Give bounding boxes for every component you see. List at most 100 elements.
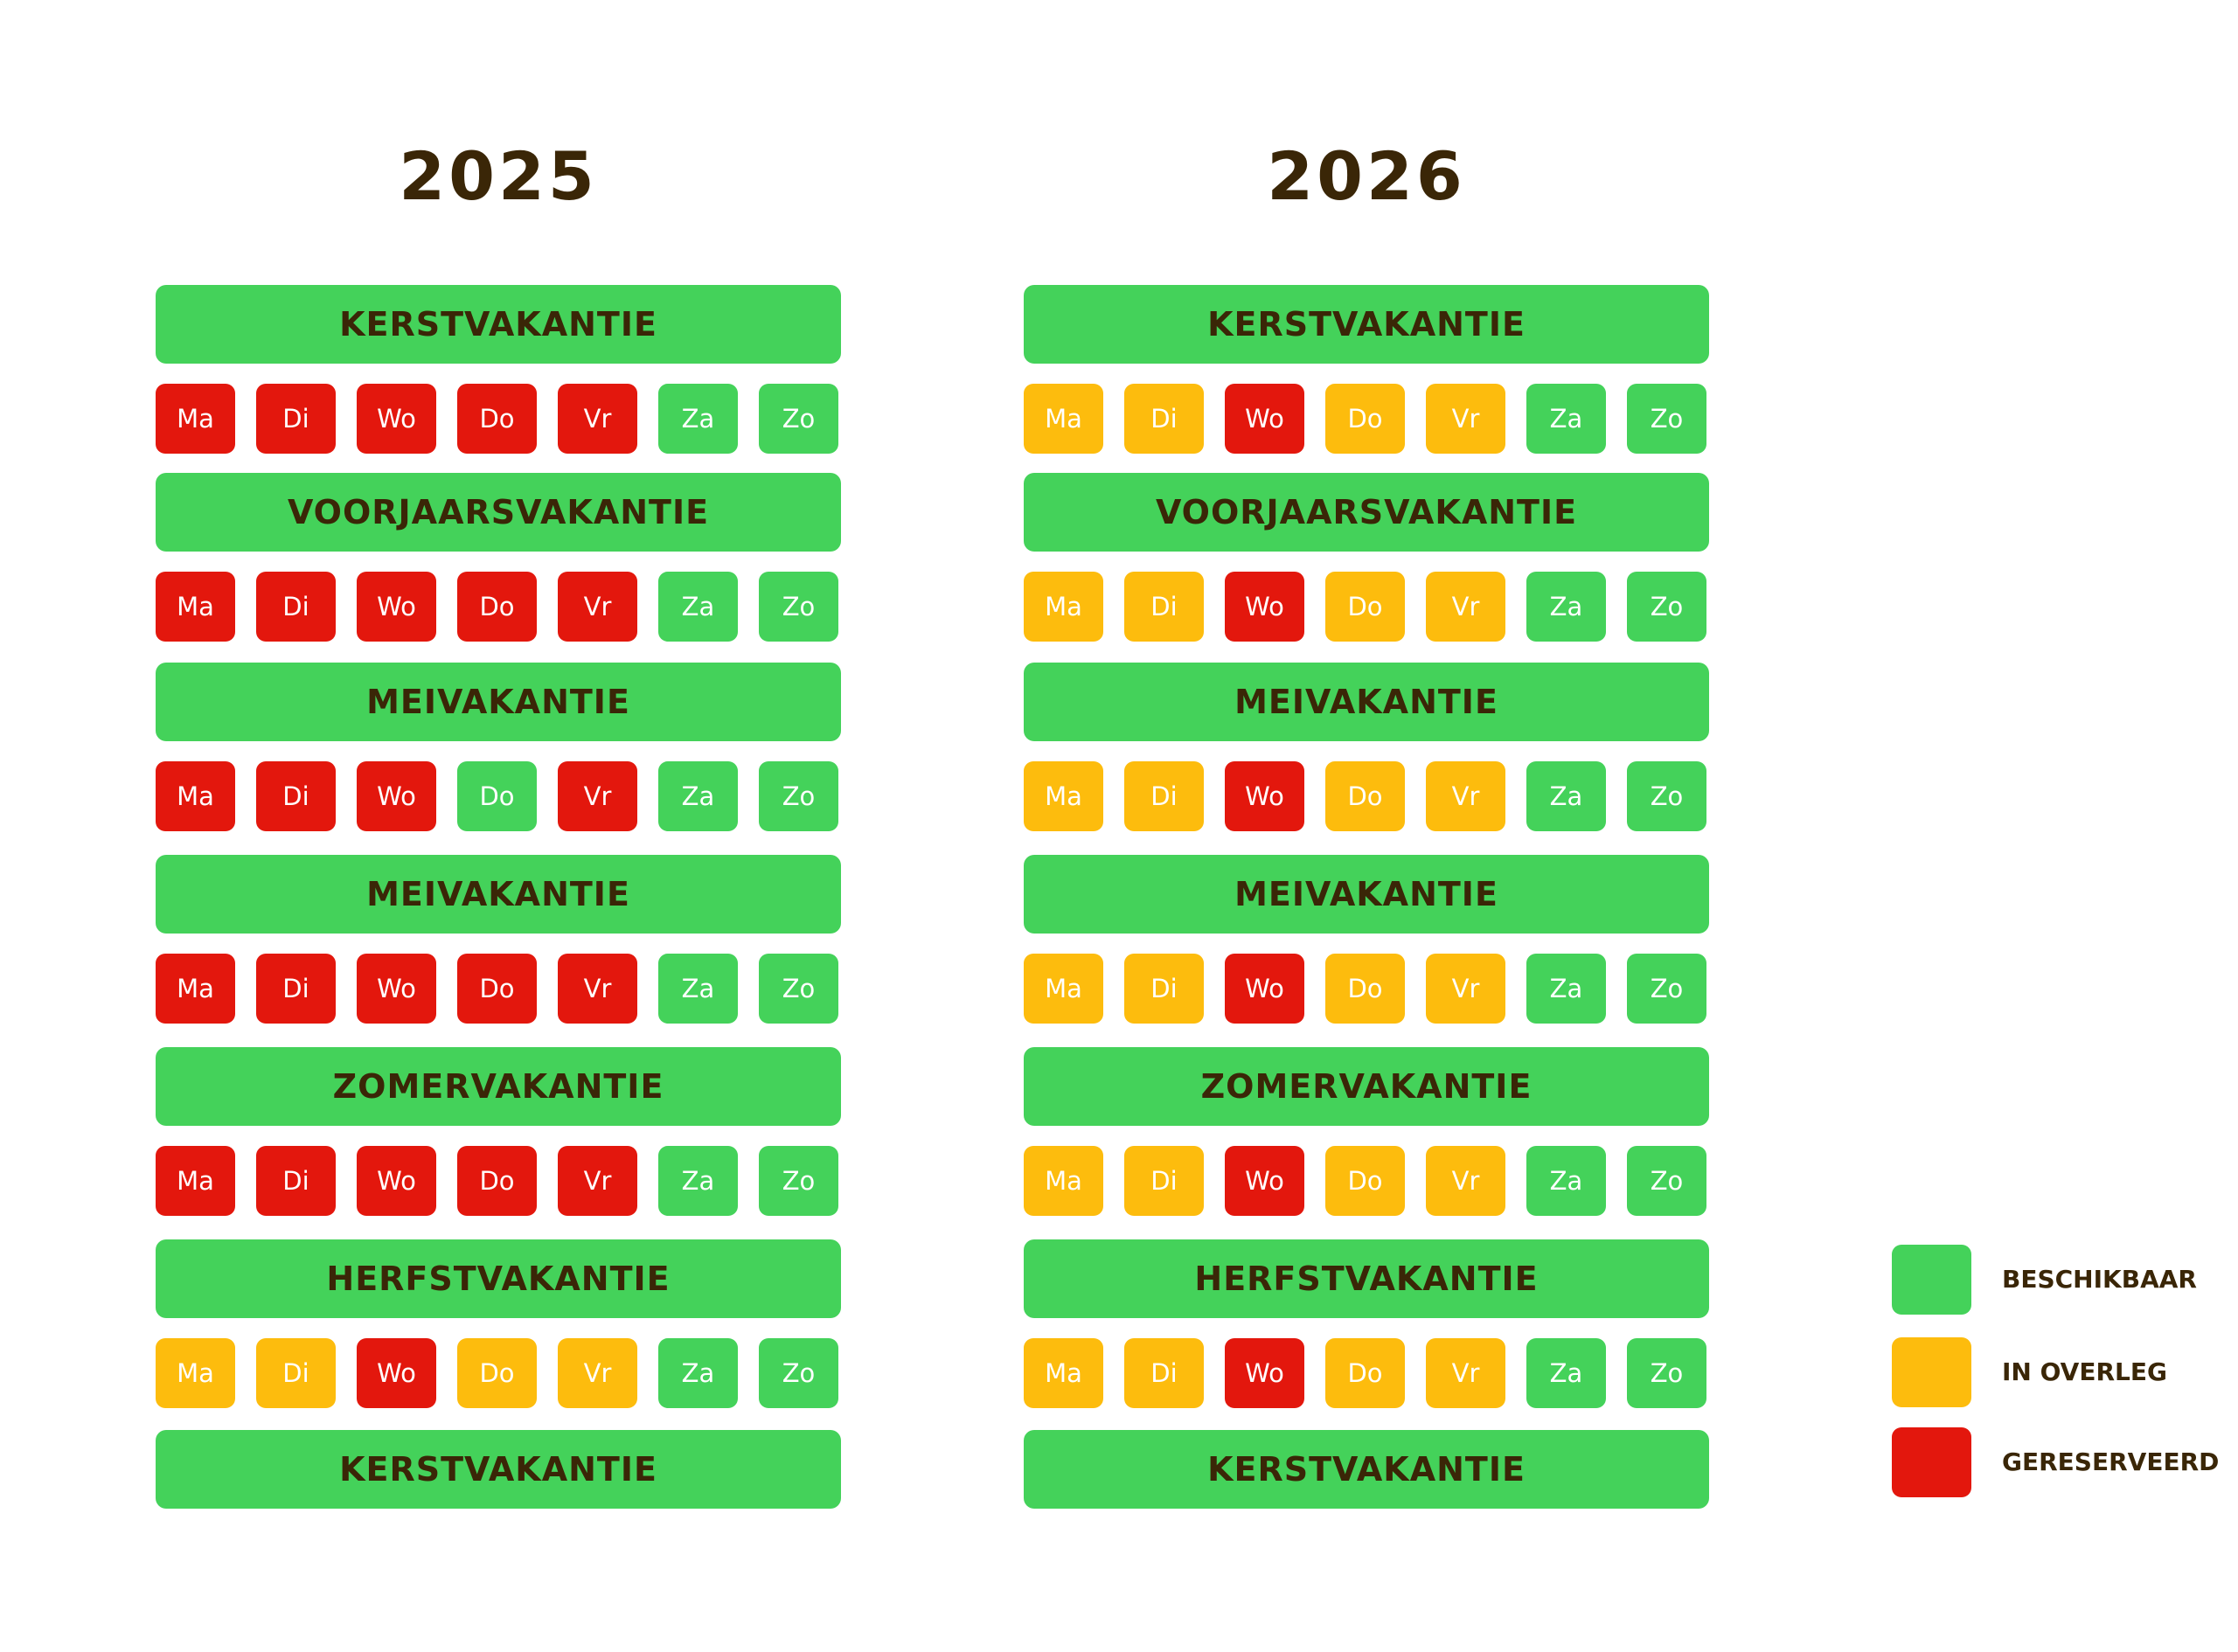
vacation-header: VOORJAARSVAKANTIE [1024, 473, 1709, 552]
day-cell-do[interactable]: Do [457, 384, 537, 454]
day-cell-di[interactable]: Di [256, 384, 336, 454]
day-cell-vr[interactable]: Vr [558, 572, 637, 642]
day-cell-wo[interactable]: Wo [1225, 954, 1304, 1024]
day-cell-di[interactable]: Di [256, 572, 336, 642]
vacation-header: HERFSTVAKANTIE [1024, 1239, 1709, 1318]
day-cell-zo[interactable]: Zo [759, 1338, 838, 1408]
day-cell-zo[interactable]: Zo [1627, 572, 1706, 642]
day-cell-za[interactable]: Za [1526, 761, 1606, 831]
day-cell-vr[interactable]: Vr [558, 954, 637, 1024]
day-cell-za[interactable]: Za [658, 384, 738, 454]
day-cell-zo[interactable]: Zo [759, 384, 838, 454]
day-cell-vr[interactable]: Vr [1426, 1146, 1505, 1216]
day-cell-do[interactable]: Do [1325, 954, 1405, 1024]
day-cell-di[interactable]: Di [1124, 1146, 1204, 1216]
day-cell-ma[interactable]: Ma [156, 761, 235, 831]
day-cell-vr[interactable]: Vr [558, 384, 637, 454]
day-cell-za[interactable]: Za [658, 761, 738, 831]
legend-swatch-gereserveerd [1892, 1427, 1971, 1497]
day-cell-za[interactable]: Za [658, 1338, 738, 1408]
day-cell-wo[interactable]: Wo [357, 1338, 436, 1408]
day-cell-vr[interactable]: Vr [1426, 572, 1505, 642]
day-cell-di[interactable]: Di [256, 1338, 336, 1408]
day-cell-di[interactable]: Di [1124, 761, 1204, 831]
day-cell-di[interactable]: Di [1124, 384, 1204, 454]
legend-label-in-overleg: IN OVERLEG [2002, 1357, 2167, 1386]
day-cell-vr[interactable]: Vr [558, 1338, 637, 1408]
day-cell-do[interactable]: Do [457, 761, 537, 831]
vacation-header: MEIVAKANTIE [1024, 663, 1709, 741]
day-cell-wo[interactable]: Wo [357, 954, 436, 1024]
day-cell-wo[interactable]: Wo [357, 572, 436, 642]
day-cell-ma[interactable]: Ma [156, 954, 235, 1024]
day-cell-ma[interactable]: Ma [1024, 954, 1103, 1024]
day-cell-zo[interactable]: Zo [1627, 384, 1706, 454]
day-cell-zo[interactable]: Zo [1627, 1146, 1706, 1216]
day-cell-do[interactable]: Do [457, 1338, 537, 1408]
day-cell-zo[interactable]: Zo [759, 954, 838, 1024]
day-cell-wo[interactable]: Wo [1225, 1338, 1304, 1408]
day-cell-zo[interactable]: Zo [1627, 761, 1706, 831]
day-cell-vr[interactable]: Vr [558, 761, 637, 831]
day-cell-wo[interactable]: Wo [1225, 761, 1304, 831]
day-cell-wo[interactable]: Wo [357, 761, 436, 831]
day-cell-za[interactable]: Za [658, 572, 738, 642]
day-cell-do[interactable]: Do [1325, 1338, 1405, 1408]
day-cell-ma[interactable]: Ma [156, 384, 235, 454]
day-cell-vr[interactable]: Vr [1426, 1338, 1505, 1408]
day-cell-do[interactable]: Do [1325, 761, 1405, 831]
day-cell-do[interactable]: Do [1325, 572, 1405, 642]
day-cell-zo[interactable]: Zo [1627, 1338, 1706, 1408]
legend-swatch-beschikbaar [1892, 1245, 1971, 1315]
day-cell-di[interactable]: Di [1124, 954, 1204, 1024]
day-cell-zo[interactable]: Zo [759, 572, 838, 642]
day-cell-ma[interactable]: Ma [156, 572, 235, 642]
day-cell-wo[interactable]: Wo [357, 1146, 436, 1216]
day-cell-di[interactable]: Di [1124, 572, 1204, 642]
vacation-header: MEIVAKANTIE [156, 855, 841, 934]
day-cell-di[interactable]: Di [256, 1146, 336, 1216]
vacation-header: MEIVAKANTIE [1024, 855, 1709, 934]
day-cell-di[interactable]: Di [256, 954, 336, 1024]
vacation-header: HERFSTVAKANTIE [156, 1239, 841, 1318]
day-cell-ma[interactable]: Ma [1024, 761, 1103, 831]
day-cell-ma[interactable]: Ma [1024, 572, 1103, 642]
day-cell-ma[interactable]: Ma [156, 1338, 235, 1408]
legend-label-beschikbaar: BESCHIKBAAR [2002, 1265, 2197, 1294]
day-cell-wo[interactable]: Wo [1225, 384, 1304, 454]
day-cell-za[interactable]: Za [1526, 954, 1606, 1024]
day-cell-vr[interactable]: Vr [558, 1146, 637, 1216]
day-cell-wo[interactable]: Wo [357, 384, 436, 454]
legend-label-gereserveerd: GERESERVEERD [2002, 1447, 2220, 1476]
day-cell-ma[interactable]: Ma [1024, 384, 1103, 454]
day-cell-zo[interactable]: Zo [759, 1146, 838, 1216]
day-cell-wo[interactable]: Wo [1225, 572, 1304, 642]
day-cell-wo[interactable]: Wo [1225, 1146, 1304, 1216]
day-cell-vr[interactable]: Vr [1426, 384, 1505, 454]
day-cell-ma[interactable]: Ma [156, 1146, 235, 1216]
day-cell-do[interactable]: Do [457, 1146, 537, 1216]
day-cell-do[interactable]: Do [457, 954, 537, 1024]
vacation-header: ZOMERVAKANTIE [156, 1047, 841, 1126]
day-cell-ma[interactable]: Ma [1024, 1146, 1103, 1216]
day-cell-za[interactable]: Za [1526, 384, 1606, 454]
day-cell-za[interactable]: Za [1526, 1338, 1606, 1408]
day-cell-do[interactable]: Do [1325, 1146, 1405, 1216]
day-cell-ma[interactable]: Ma [1024, 1338, 1103, 1408]
day-cell-vr[interactable]: Vr [1426, 761, 1505, 831]
day-cell-vr[interactable]: Vr [1426, 954, 1505, 1024]
day-cell-di[interactable]: Di [1124, 1338, 1204, 1408]
day-cell-di[interactable]: Di [256, 761, 336, 831]
day-cell-zo[interactable]: Zo [759, 761, 838, 831]
vacation-header: KERSTVAKANTIE [156, 285, 841, 364]
vacation-header: KERSTVAKANTIE [156, 1430, 841, 1509]
day-cell-za[interactable]: Za [658, 1146, 738, 1216]
day-cell-do[interactable]: Do [1325, 384, 1405, 454]
day-cell-zo[interactable]: Zo [1627, 954, 1706, 1024]
day-cell-do[interactable]: Do [457, 572, 537, 642]
day-cell-za[interactable]: Za [1526, 572, 1606, 642]
day-cell-za[interactable]: Za [1526, 1146, 1606, 1216]
vacation-header: KERSTVAKANTIE [1024, 1430, 1709, 1509]
year-title: 2026 [1267, 137, 1466, 215]
day-cell-za[interactable]: Za [658, 954, 738, 1024]
